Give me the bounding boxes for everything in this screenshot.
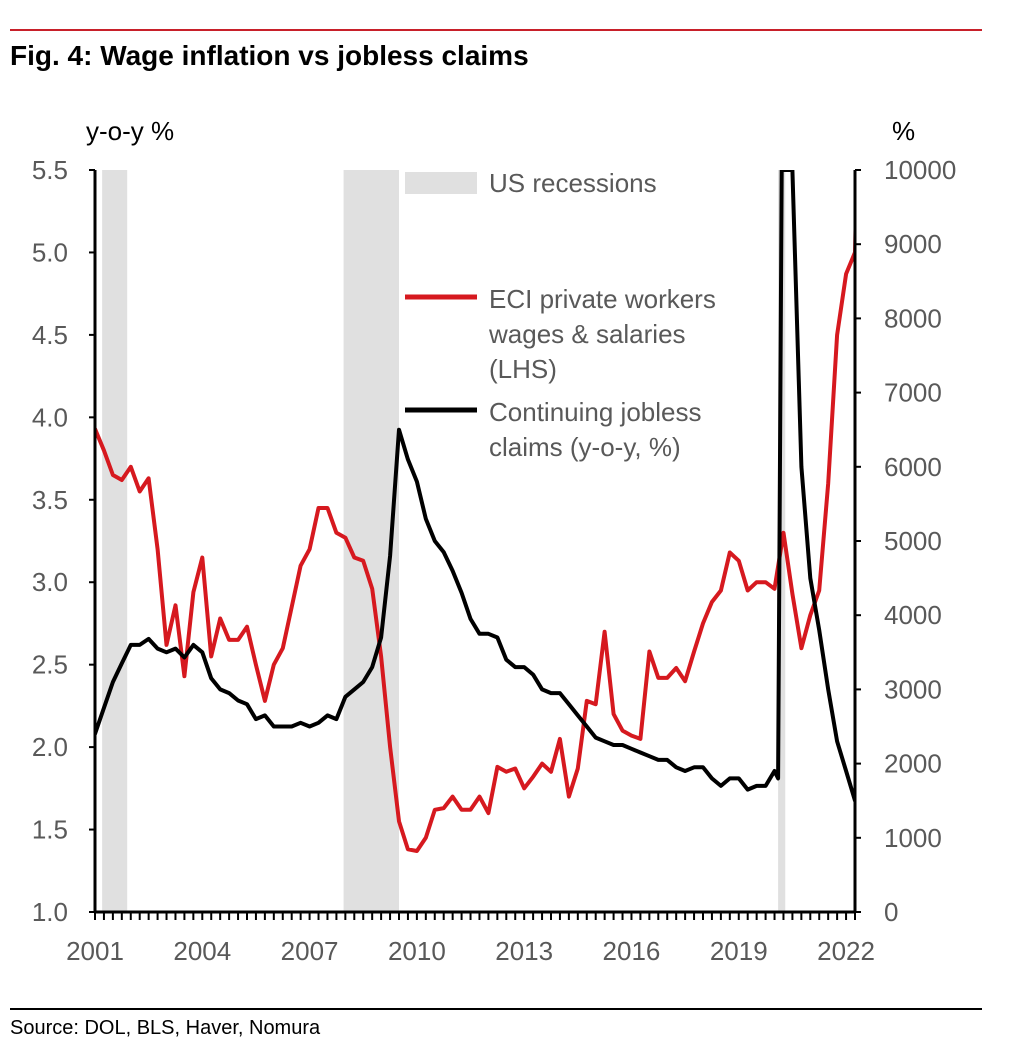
legend-claims-label: Continuing jobless: [489, 397, 701, 427]
left-tick-label: 3.5: [32, 485, 68, 515]
right-axis-unit-label: %: [892, 116, 915, 146]
legend-recession-label: US recessions: [489, 168, 657, 198]
left-axis-unit-label: y-o-y %: [86, 116, 174, 146]
x-tick-label: 2010: [388, 936, 446, 966]
x-tick-label: 2007: [281, 936, 339, 966]
x-tick-label: 2016: [603, 936, 661, 966]
legend: US recessions ECI private workers wages & …: [405, 168, 716, 462]
figure-title: Fig. 4: Wage inflation vs jobless claims: [10, 40, 529, 71]
recession-bands: [102, 170, 786, 912]
axes: 1.0 1.5 2.0 2.5 3.0 3.5 4.0 4.5 5.0 5.5 0 1000 2000 3…: [32, 116, 956, 966]
right-tick-label: 7000: [884, 378, 942, 408]
right-tick-label: 3000: [884, 674, 942, 704]
legend-wage-label: (LHS): [489, 354, 557, 384]
title-rule: [10, 29, 982, 31]
x-tick-label: 2022: [817, 936, 875, 966]
series-lines: [95, 170, 855, 853]
left-tick-label: 4.5: [32, 320, 68, 350]
recession-band-1: [102, 170, 128, 912]
right-tick-label: 5000: [884, 526, 942, 556]
source-rule: [10, 1008, 982, 1010]
legend-recession-swatch: [405, 172, 477, 194]
x-tick-label: 2019: [710, 936, 768, 966]
right-tick-label: 2000: [884, 749, 942, 779]
x-tick-label: 2004: [173, 936, 231, 966]
left-tick-label: 5.0: [32, 237, 68, 267]
legend-claims-label: claims (y-o-y, %): [489, 432, 681, 462]
right-tick-label: 10000: [884, 155, 956, 185]
x-tick-label: 2013: [495, 936, 553, 966]
right-tick-label: 6000: [884, 452, 942, 482]
right-tick-label: 4000: [884, 600, 942, 630]
left-tick-label: 4.0: [32, 402, 68, 432]
right-tick-label: 9000: [884, 229, 942, 259]
right-tick-label: 1000: [884, 823, 942, 853]
source-note: Source: DOL, BLS, Haver, Nomura: [10, 1017, 321, 1039]
left-tick-label: 5.5: [32, 155, 68, 185]
right-tick-label: 0: [884, 897, 898, 927]
wage-series-line: [95, 170, 855, 853]
left-tick-label: 1.5: [32, 815, 68, 845]
left-tick-label: 3.0: [32, 567, 68, 597]
right-tick-label: 8000: [884, 303, 942, 333]
claims-series-line: [95, 170, 855, 803]
x-tick-label: 2001: [66, 936, 124, 966]
left-tick-label: 2.0: [32, 732, 68, 762]
legend-wage-label: wages & salaries: [488, 319, 686, 349]
chart: 1.0 1.5 2.0 2.5 3.0 3.5 4.0 4.5 5.0 5.5 0 1000 2000 3…: [32, 116, 956, 966]
legend-wage-label: ECI private workers: [489, 284, 716, 314]
left-tick-label: 2.5: [32, 650, 68, 680]
left-tick-label: 1.0: [32, 897, 68, 927]
